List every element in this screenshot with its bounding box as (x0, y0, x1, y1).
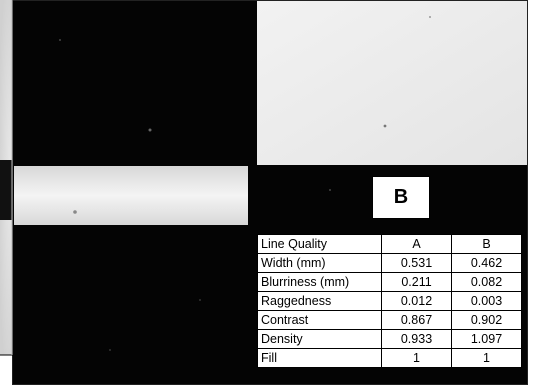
value-b: 1.097 (451, 329, 522, 349)
table-row: Density 0.933 1.097 (257, 329, 522, 349)
row-label: Width (mm) (257, 253, 382, 273)
value-b: 0.082 (451, 272, 522, 292)
row-label: Fill (257, 348, 382, 368)
image-label-b: B (372, 176, 430, 219)
value-a: 0.531 (381, 253, 452, 273)
value-a: 0.933 (381, 329, 452, 349)
value-b: 0.462 (451, 253, 522, 273)
value-a: 0.211 (381, 272, 452, 292)
row-label: Raggedness (257, 291, 382, 311)
header-a: A (381, 234, 452, 254)
row-label: Blurriness (mm) (257, 272, 382, 292)
header-b: B (451, 234, 522, 254)
value-b: 1 (451, 348, 522, 368)
value-b: 0.003 (451, 291, 522, 311)
table-row: Contrast 0.867 0.902 (257, 310, 522, 330)
table-row: Blurriness (mm) 0.211 0.082 (257, 272, 522, 292)
header-line-quality: Line Quality (257, 234, 382, 254)
value-b: 0.902 (451, 310, 522, 330)
table-row: Fill 1 1 (257, 348, 522, 368)
table-row: Width (mm) 0.531 0.462 (257, 253, 522, 273)
value-a: 0.012 (381, 291, 452, 311)
table-row: Raggedness 0.012 0.003 (257, 291, 522, 311)
table-header-row: Line Quality A B (257, 234, 522, 254)
value-a: 1 (381, 348, 452, 368)
line-quality-table: Line Quality A B Width (mm) 0.531 0.462 … (257, 234, 522, 368)
row-label: Contrast (257, 310, 382, 330)
row-label: Density (257, 329, 382, 349)
value-a: 0.867 (381, 310, 452, 330)
